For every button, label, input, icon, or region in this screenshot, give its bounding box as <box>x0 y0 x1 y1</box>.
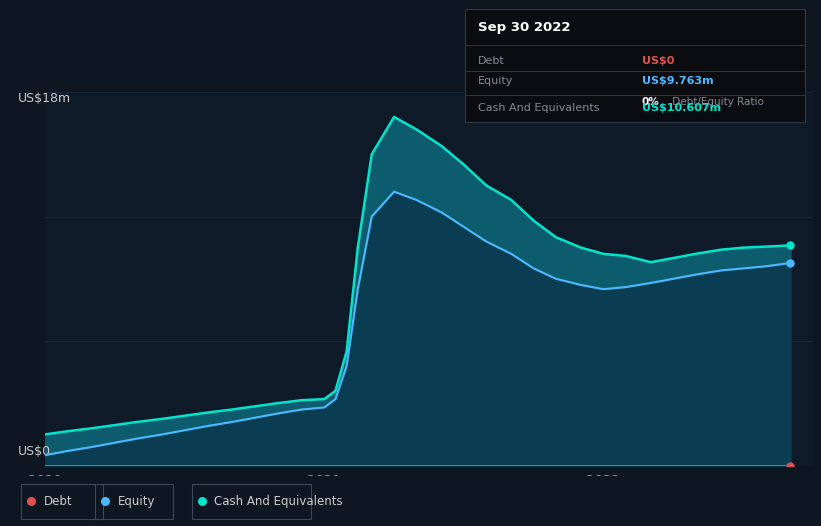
Text: Debt: Debt <box>479 56 505 66</box>
Text: US$0: US$0 <box>642 56 674 66</box>
Text: Cash And Equivalents: Cash And Equivalents <box>214 494 343 508</box>
Text: Equity: Equity <box>117 494 155 508</box>
Text: Debt: Debt <box>44 494 72 508</box>
Text: Cash And Equivalents: Cash And Equivalents <box>479 104 600 114</box>
Text: 0%: 0% <box>642 97 659 107</box>
Text: US$10.607m: US$10.607m <box>642 104 721 114</box>
Text: US$18m: US$18m <box>18 92 71 105</box>
Text: US$9.763m: US$9.763m <box>642 76 713 86</box>
Text: Debt/Equity Ratio: Debt/Equity Ratio <box>669 97 764 107</box>
Text: Equity: Equity <box>479 76 514 86</box>
Text: US$0: US$0 <box>18 445 52 458</box>
Text: Sep 30 2022: Sep 30 2022 <box>479 21 571 34</box>
